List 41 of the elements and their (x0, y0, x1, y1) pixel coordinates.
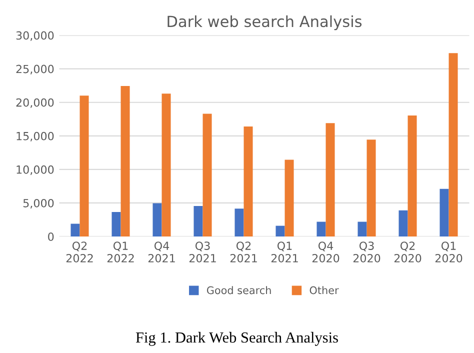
x-tick-label: Q2 2021 (230, 242, 257, 262)
bar (244, 126, 253, 237)
y-tick-label: 30,000 (16, 31, 54, 41)
bar (284, 160, 294, 237)
x-tick-label: Q1 2021 (271, 242, 298, 262)
bar (234, 208, 244, 237)
bar (276, 226, 285, 237)
chart-title: Dark web search Analysis (168, 15, 362, 30)
x-tick-label: Q1 2020 (435, 242, 462, 262)
bar (194, 206, 203, 237)
x-tick-label: Q4 2020 (312, 242, 340, 262)
bar (80, 96, 89, 237)
bar (408, 115, 417, 237)
bar (398, 210, 408, 237)
bar (202, 114, 212, 237)
y-tick-label: 15,000 (16, 132, 54, 142)
bar (448, 53, 458, 237)
y-tick-label: 20,000 (16, 98, 54, 108)
bar (366, 140, 376, 237)
x-tick-label: Q3 2020 (353, 242, 380, 262)
legend-label: Good search (206, 286, 271, 294)
bar (358, 222, 367, 237)
caption: Fig 1. Dark Web Search Analysis (136, 332, 338, 346)
x-tick-label: Q3 2021 (189, 242, 216, 262)
bar (152, 203, 162, 237)
bar (440, 188, 449, 237)
x-tick-label: Q2 2020 (394, 242, 422, 262)
legend-label: Other (310, 286, 339, 294)
x-tick-label: Q2 2022 (66, 242, 93, 262)
bar (162, 94, 171, 237)
bar (326, 123, 335, 237)
y-tick-label: 5,000 (23, 198, 54, 208)
x-tick-label: Q1 2022 (107, 242, 134, 262)
y-tick-label: 10,000 (16, 165, 54, 175)
bar (316, 222, 326, 237)
y-tick-label: 0 (48, 232, 54, 241)
y-tick-label: 25,000 (16, 64, 54, 74)
x-tick-label: Q4 2021 (148, 242, 175, 262)
bar (70, 224, 80, 237)
bar (120, 86, 130, 237)
bar (112, 212, 121, 237)
